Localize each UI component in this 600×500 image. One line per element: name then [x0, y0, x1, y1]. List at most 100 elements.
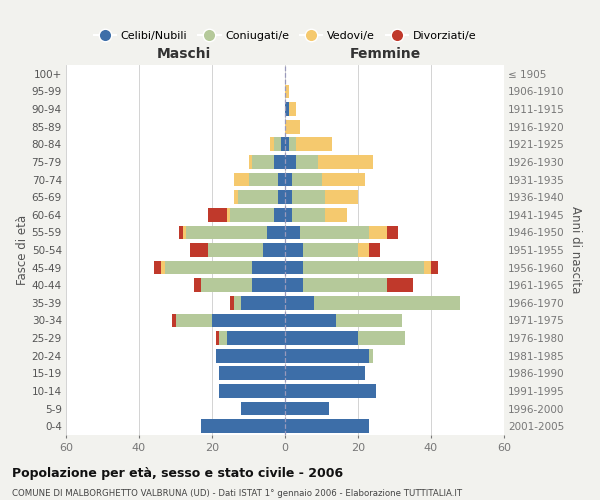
Bar	[285, 243, 303, 257]
Bar	[252, 155, 285, 169]
Bar	[230, 296, 285, 310]
Legend: Celibi/Nubili, Coniugati/e, Vedovi/e, Divorziati/e: Celibi/Nubili, Coniugati/e, Vedovi/e, Di…	[89, 26, 481, 45]
Bar	[285, 366, 365, 380]
Bar	[274, 138, 285, 151]
Bar	[234, 296, 285, 310]
Bar	[201, 278, 285, 292]
Bar	[220, 366, 285, 380]
Bar	[285, 402, 329, 415]
Bar	[215, 349, 285, 362]
Bar	[215, 349, 285, 362]
Bar	[285, 260, 303, 274]
Bar	[201, 278, 285, 292]
Bar	[285, 190, 325, 204]
Bar	[285, 349, 373, 362]
Bar	[201, 420, 285, 433]
Bar	[285, 138, 332, 151]
Bar	[285, 243, 358, 257]
Bar	[212, 314, 285, 328]
Bar	[285, 120, 299, 134]
Bar	[230, 208, 285, 222]
Bar	[285, 155, 373, 169]
Bar	[285, 278, 387, 292]
Bar	[285, 84, 289, 98]
Bar	[154, 260, 285, 274]
Bar	[248, 155, 285, 169]
Bar	[285, 226, 299, 239]
Bar	[285, 384, 376, 398]
Bar	[190, 243, 285, 257]
Bar	[285, 384, 376, 398]
Bar	[274, 208, 285, 222]
Bar	[220, 384, 285, 398]
Bar	[285, 420, 369, 433]
Bar	[285, 278, 413, 292]
Bar	[285, 314, 402, 328]
Bar	[234, 172, 285, 186]
Bar	[215, 349, 285, 362]
Bar	[285, 190, 358, 204]
Bar	[285, 366, 365, 380]
Bar	[285, 366, 365, 380]
Bar	[281, 138, 285, 151]
Bar	[208, 243, 285, 257]
Text: COMUNE DI MALBORGHETTO VALBRUNA (UD) - Dati ISTAT 1° gennaio 2006 - Elaborazione: COMUNE DI MALBORGHETTO VALBRUNA (UD) - D…	[12, 489, 462, 498]
Text: Femmine: Femmine	[350, 48, 421, 62]
Bar	[285, 331, 406, 345]
Bar	[271, 138, 285, 151]
Bar	[248, 172, 285, 186]
Bar	[285, 138, 289, 151]
Bar	[285, 314, 402, 328]
Bar	[278, 190, 285, 204]
Bar	[201, 420, 285, 433]
Bar	[201, 420, 285, 433]
Bar	[285, 260, 431, 274]
Bar	[285, 296, 460, 310]
Bar	[220, 366, 285, 380]
Bar	[285, 243, 380, 257]
Bar	[285, 208, 325, 222]
Bar	[285, 296, 460, 310]
Bar	[285, 296, 314, 310]
Y-axis label: Fasce di età: Fasce di età	[16, 215, 29, 285]
Bar	[285, 226, 398, 239]
Bar	[285, 102, 296, 116]
Bar	[285, 366, 365, 380]
Bar	[285, 260, 438, 274]
Bar	[176, 314, 285, 328]
Bar	[220, 384, 285, 398]
Bar	[285, 402, 329, 415]
Bar	[285, 420, 369, 433]
Bar	[271, 138, 285, 151]
Bar	[274, 155, 285, 169]
Bar	[285, 172, 365, 186]
Bar	[285, 314, 336, 328]
Bar	[183, 226, 285, 239]
Bar	[220, 366, 285, 380]
Bar	[285, 226, 369, 239]
Bar	[285, 208, 292, 222]
Bar	[285, 120, 299, 134]
Bar	[241, 402, 285, 415]
Text: Popolazione per età, sesso e stato civile - 2006: Popolazione per età, sesso e stato civil…	[12, 468, 343, 480]
Bar	[234, 190, 285, 204]
Bar	[285, 172, 292, 186]
Bar	[241, 402, 285, 415]
Bar	[164, 260, 285, 274]
Bar	[285, 331, 406, 345]
Bar	[220, 331, 285, 345]
Bar	[285, 172, 365, 186]
Bar	[285, 102, 296, 116]
Bar	[285, 102, 289, 116]
Bar	[238, 190, 285, 204]
Bar	[285, 243, 369, 257]
Bar	[285, 349, 369, 362]
Bar	[285, 349, 373, 362]
Bar	[241, 402, 285, 415]
Text: Maschi: Maschi	[157, 48, 211, 62]
Bar	[285, 190, 358, 204]
Bar	[285, 84, 289, 98]
Bar	[285, 155, 373, 169]
Bar	[285, 420, 369, 433]
Bar	[208, 243, 285, 257]
